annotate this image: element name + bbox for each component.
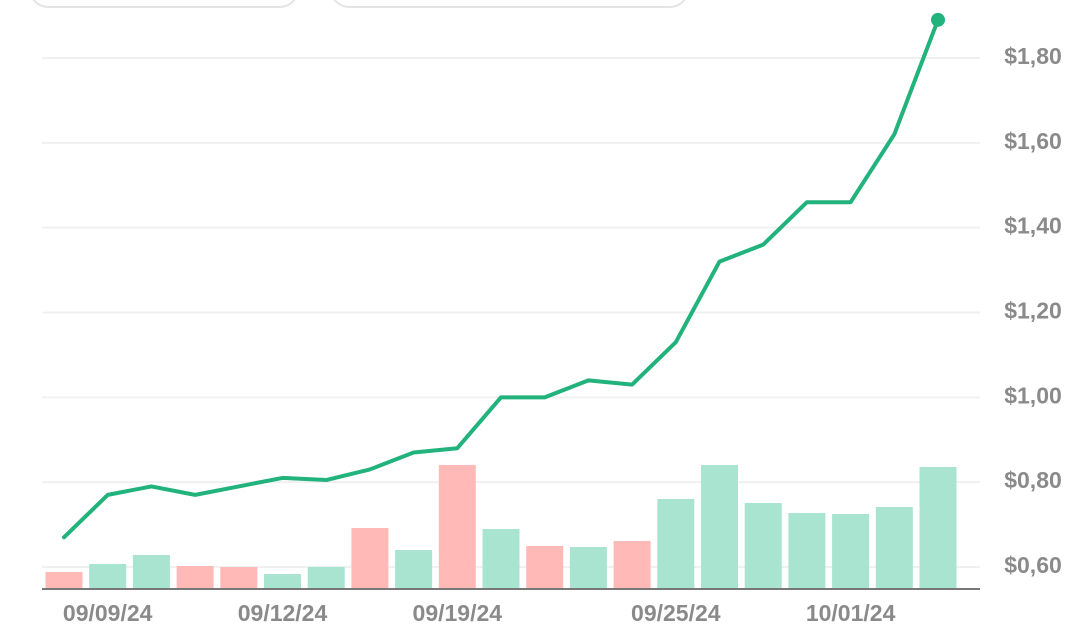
- y-tick-label: $1,20: [1004, 298, 1062, 324]
- volume-bar: [45, 572, 83, 589]
- volume-bar: [438, 465, 476, 589]
- volume-bar: [176, 566, 214, 589]
- volume-bar: [613, 541, 651, 589]
- y-tick-label: $1,80: [1004, 43, 1062, 69]
- range-button[interactable]: [331, 0, 688, 8]
- x-tick-label: 10/01/24: [806, 600, 896, 626]
- volume-bar: [744, 503, 782, 589]
- volume-bar: [220, 567, 258, 589]
- y-tick-label: $1,00: [1004, 382, 1062, 408]
- range-button[interactable]: [30, 0, 298, 8]
- y-tick-label: $1,60: [1004, 128, 1062, 154]
- volume-bar: [788, 513, 826, 589]
- volume-bar: [132, 555, 170, 589]
- volume-bar: [875, 507, 913, 589]
- volume-bar: [395, 550, 433, 589]
- x-tick-label: 09/12/24: [238, 600, 328, 626]
- last-point: [931, 12, 945, 27]
- y-tick-label: $0,80: [1004, 467, 1062, 493]
- volume-bar: [526, 546, 564, 589]
- price-line: [62, 17, 940, 540]
- y-tick-label: $0,60: [1004, 552, 1062, 578]
- volume-bar: [351, 528, 389, 589]
- volume-bar: [482, 529, 520, 589]
- volume-bar: [89, 564, 127, 589]
- x-tick-label: 09/19/24: [413, 600, 503, 626]
- x-tick-label: 09/09/24: [63, 600, 153, 626]
- y-tick-label: $1,40: [1004, 213, 1062, 239]
- volume-bar: [569, 547, 607, 589]
- volume-bar: [264, 574, 301, 589]
- volume-bar: [919, 467, 957, 589]
- volume-bar: [657, 499, 695, 589]
- volume-bar: [701, 465, 738, 589]
- volume-bar: [307, 567, 345, 589]
- volume-bar: [832, 514, 870, 589]
- x-tick-label: 09/25/24: [631, 600, 721, 626]
